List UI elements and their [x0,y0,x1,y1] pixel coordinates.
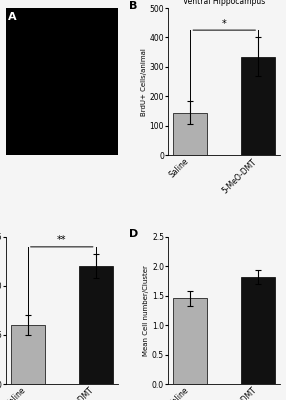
Y-axis label: BrdU+ Cells/animal: BrdU+ Cells/animal [141,48,147,116]
Text: B: B [129,1,137,11]
Bar [241,57,275,156]
Title: Ventral Hippocampus: Ventral Hippocampus [183,0,265,6]
Text: D: D [129,229,138,239]
Bar [173,113,207,156]
Y-axis label: Mean Cell number/Cluster: Mean Cell number/Cluster [143,265,149,356]
Text: **: ** [57,235,67,245]
Bar [173,298,207,384]
Bar [79,266,113,384]
Bar [241,277,275,384]
Text: *: * [222,19,227,29]
Text: A: A [8,12,17,22]
Bar [11,325,45,384]
